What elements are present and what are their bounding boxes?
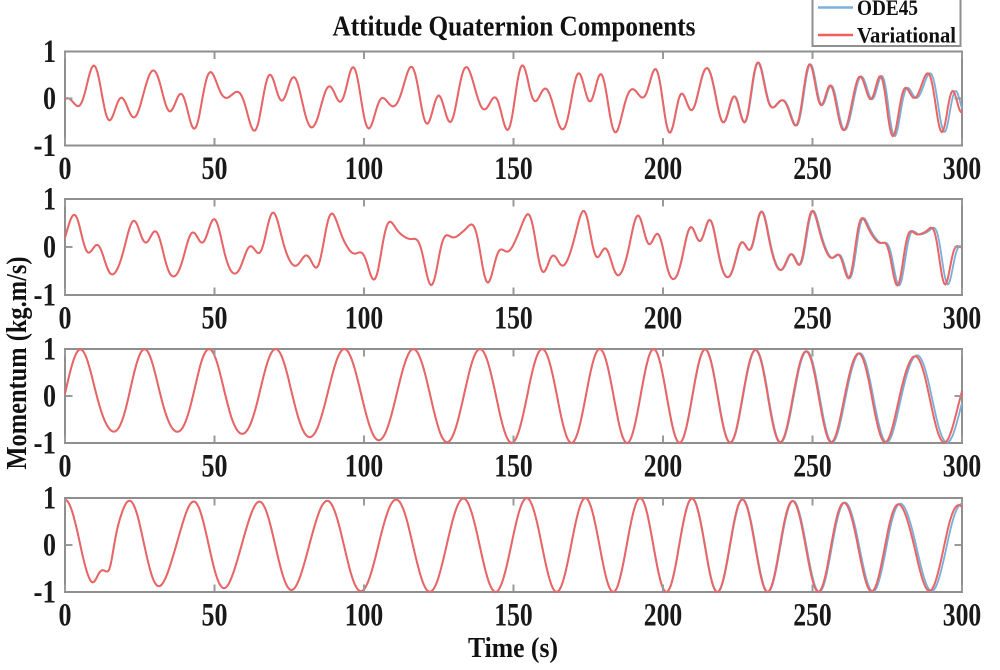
svg-text:-1: -1 (34, 128, 57, 164)
svg-text:150: 150 (494, 301, 533, 337)
svg-text:100: 100 (345, 449, 384, 485)
svg-text:300: 300 (943, 151, 982, 187)
svg-text:1: 1 (43, 182, 56, 218)
svg-text:300: 300 (943, 449, 982, 485)
svg-text:250: 250 (793, 301, 832, 337)
svg-text:0: 0 (59, 598, 72, 634)
svg-text:250: 250 (793, 598, 832, 634)
svg-text:-1: -1 (34, 426, 57, 462)
svg-text:50: 50 (202, 301, 228, 337)
svg-text:-1: -1 (34, 575, 57, 611)
svg-text:0: 0 (43, 528, 56, 564)
svg-text:100: 100 (345, 151, 384, 187)
svg-text:100: 100 (345, 301, 384, 337)
svg-text:50: 50 (202, 598, 228, 634)
svg-text:Time (s): Time (s) (468, 633, 558, 664)
svg-text:150: 150 (494, 151, 533, 187)
svg-text:200: 200 (644, 598, 683, 634)
svg-text:50: 50 (202, 151, 228, 187)
svg-text:Variational: Variational (857, 23, 956, 48)
svg-text:0: 0 (59, 301, 72, 337)
svg-text:0: 0 (59, 151, 72, 187)
svg-text:0: 0 (43, 230, 56, 266)
svg-text:-1: -1 (34, 278, 57, 314)
svg-text:200: 200 (644, 151, 683, 187)
svg-text:250: 250 (793, 449, 832, 485)
svg-text:1: 1 (43, 481, 56, 517)
svg-text:150: 150 (494, 449, 533, 485)
svg-text:0: 0 (59, 449, 72, 485)
svg-text:ODE45: ODE45 (857, 0, 918, 20)
svg-text:1: 1 (43, 332, 56, 368)
svg-text:250: 250 (793, 151, 832, 187)
svg-text:50: 50 (202, 449, 228, 485)
svg-text:0: 0 (43, 81, 56, 117)
svg-text:Attitude Quaternion Components: Attitude Quaternion Components (333, 12, 696, 43)
svg-text:200: 200 (644, 449, 683, 485)
svg-text:0: 0 (43, 379, 56, 415)
svg-text:100: 100 (345, 598, 384, 634)
svg-text:150: 150 (494, 598, 533, 634)
svg-text:1: 1 (43, 34, 56, 70)
svg-text:300: 300 (943, 598, 982, 634)
svg-text:300: 300 (943, 301, 982, 337)
svg-text:Momentum (kg.m/s): Momentum (kg.m/s) (2, 257, 33, 470)
svg-text:200: 200 (644, 301, 683, 337)
